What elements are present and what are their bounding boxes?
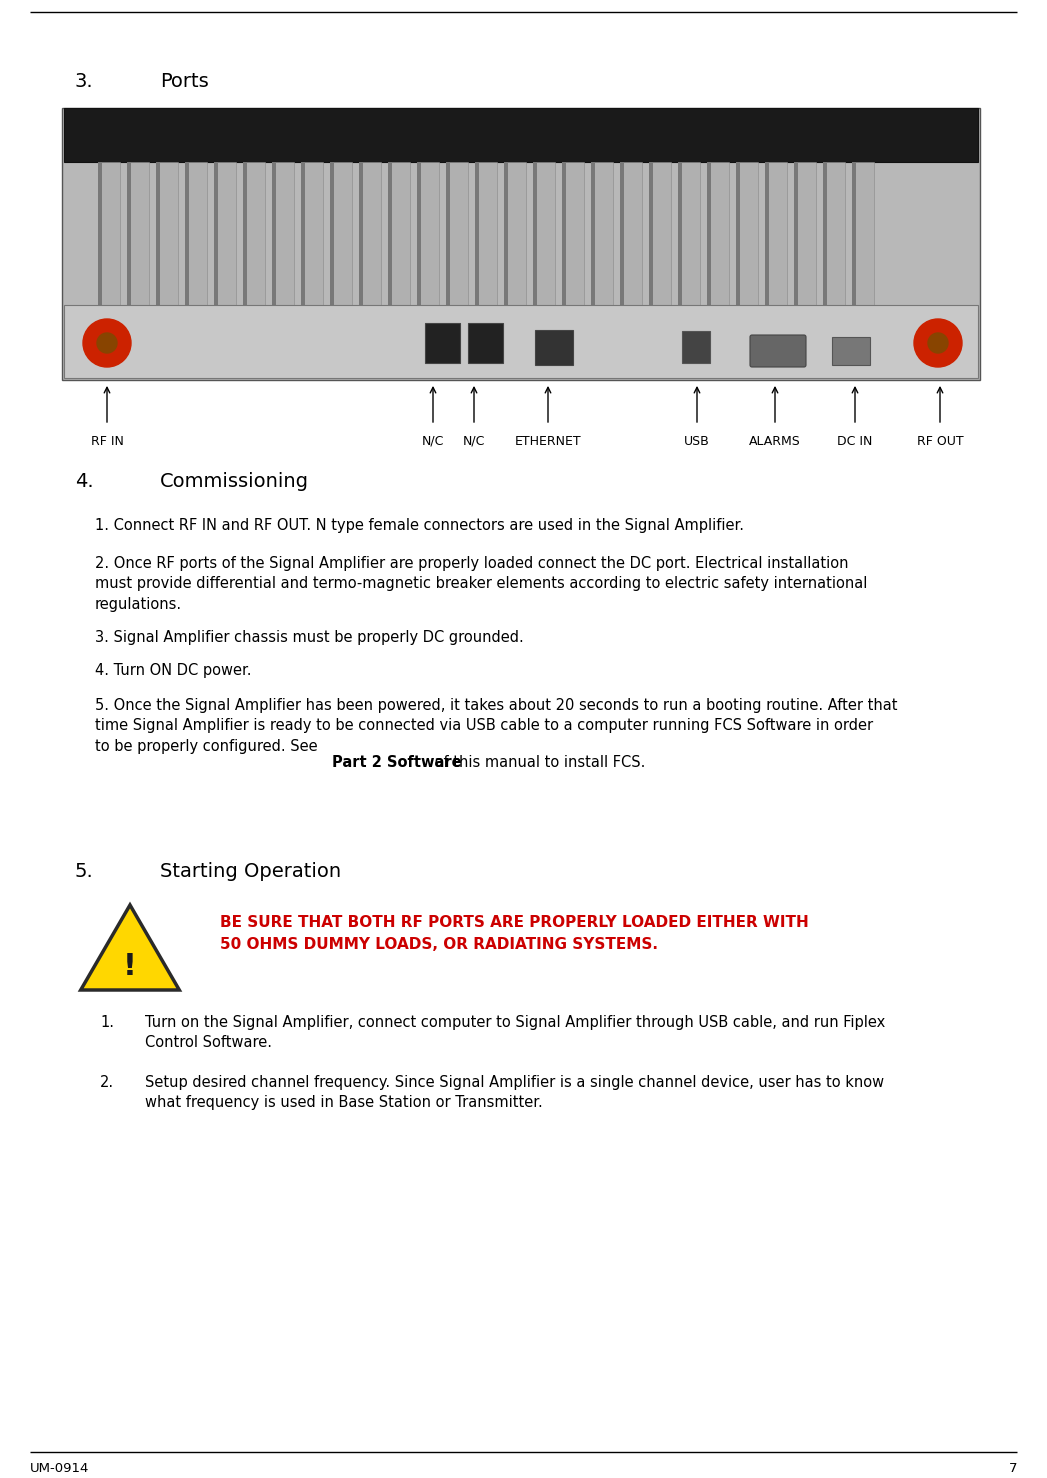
Bar	[707, 163, 729, 304]
Text: 2. Once RF ports of the Signal Amplifier are properly loaded connect the DC port: 2. Once RF ports of the Signal Amplifier…	[95, 556, 867, 612]
Bar	[156, 163, 178, 304]
Bar	[562, 163, 584, 304]
Text: DC IN: DC IN	[838, 435, 873, 448]
Text: !: !	[124, 952, 137, 981]
Bar	[475, 163, 478, 304]
Bar	[649, 163, 671, 304]
Bar	[272, 163, 294, 304]
Bar	[243, 163, 265, 304]
Bar	[156, 163, 160, 304]
Text: 3.: 3.	[75, 72, 93, 92]
Circle shape	[97, 333, 117, 353]
Bar	[300, 163, 305, 304]
Bar	[214, 163, 218, 304]
Bar	[678, 163, 682, 304]
Bar	[533, 163, 555, 304]
Bar	[591, 163, 612, 304]
Bar	[823, 163, 827, 304]
Bar	[504, 163, 508, 304]
Text: Turn on the Signal Amplifier, connect computer to Signal Amplifier through USB c: Turn on the Signal Amplifier, connect co…	[144, 1015, 886, 1051]
Bar	[417, 163, 421, 304]
Text: 7: 7	[1008, 1462, 1017, 1475]
Bar	[127, 163, 131, 304]
Bar	[185, 163, 207, 304]
Bar	[64, 108, 978, 163]
Bar	[468, 324, 503, 364]
Bar	[620, 163, 642, 304]
Bar	[678, 163, 700, 304]
Text: RF OUT: RF OUT	[917, 435, 963, 448]
Bar	[388, 163, 410, 304]
Text: Ports: Ports	[160, 72, 208, 92]
Text: 4. Turn ON DC power.: 4. Turn ON DC power.	[95, 664, 251, 678]
Bar	[475, 163, 497, 304]
Bar	[359, 163, 363, 304]
Text: Part 2 Software: Part 2 Software	[332, 755, 462, 770]
Bar	[682, 331, 710, 364]
Text: Commissioning: Commissioning	[160, 471, 309, 491]
Bar	[707, 163, 711, 304]
Bar	[64, 304, 978, 378]
Bar	[446, 163, 450, 304]
Text: ALARMS: ALARMS	[749, 435, 801, 448]
Bar	[446, 163, 468, 304]
Circle shape	[914, 319, 962, 367]
Text: ETHERNET: ETHERNET	[515, 435, 581, 448]
Bar	[388, 163, 392, 304]
FancyBboxPatch shape	[750, 336, 806, 367]
Text: 4.: 4.	[75, 471, 93, 491]
Bar	[736, 163, 758, 304]
Text: 50 OHMS DUMMY LOADS, OR RADIATING SYSTEMS.: 50 OHMS DUMMY LOADS, OR RADIATING SYSTEM…	[220, 937, 658, 952]
Bar	[649, 163, 653, 304]
Bar	[330, 163, 334, 304]
Text: UM-0914: UM-0914	[30, 1462, 89, 1475]
Text: Starting Operation: Starting Operation	[160, 862, 341, 881]
Bar	[591, 163, 595, 304]
Text: USB: USB	[684, 435, 710, 448]
Text: 1. Connect RF IN and RF OUT. N type female connectors are used in the Signal Amp: 1. Connect RF IN and RF OUT. N type fema…	[95, 517, 744, 534]
Text: N/C: N/C	[422, 435, 444, 448]
Text: 5.: 5.	[75, 862, 94, 881]
Bar	[736, 163, 740, 304]
Bar	[794, 163, 798, 304]
Circle shape	[928, 333, 948, 353]
Text: Setup desired channel frequency. Since Signal Amplifier is a single channel devi: Setup desired channel frequency. Since S…	[144, 1075, 884, 1110]
Bar	[214, 163, 236, 304]
Bar	[852, 163, 856, 304]
Text: BE SURE THAT BOTH RF PORTS ARE PROPERLY LOADED EITHER WITH: BE SURE THAT BOTH RF PORTS ARE PROPERLY …	[220, 915, 808, 930]
Bar	[562, 163, 566, 304]
Bar	[765, 163, 787, 304]
Bar	[533, 163, 537, 304]
Bar	[98, 163, 102, 304]
Bar	[272, 163, 276, 304]
Bar	[330, 163, 352, 304]
Bar	[823, 163, 845, 304]
Text: 3. Signal Amplifier chassis must be properly DC grounded.: 3. Signal Amplifier chassis must be prop…	[95, 630, 524, 644]
Bar	[127, 163, 149, 304]
Bar	[765, 163, 768, 304]
Bar	[620, 163, 624, 304]
Text: 1.: 1.	[101, 1015, 114, 1030]
Bar	[300, 163, 324, 304]
Bar	[504, 163, 526, 304]
Bar	[832, 337, 870, 365]
Text: 2.: 2.	[101, 1075, 114, 1089]
Circle shape	[83, 319, 131, 367]
Bar	[535, 330, 573, 365]
Bar	[185, 163, 190, 304]
Text: RF IN: RF IN	[90, 435, 124, 448]
Bar	[359, 163, 381, 304]
Text: of this manual to install FCS.: of this manual to install FCS.	[430, 755, 645, 770]
Polygon shape	[81, 905, 179, 990]
Bar	[98, 163, 120, 304]
Text: 5. Once the Signal Amplifier has been powered, it takes about 20 seconds to run : 5. Once the Signal Amplifier has been po…	[95, 698, 897, 754]
Bar	[425, 324, 460, 364]
Bar	[62, 108, 980, 380]
Bar	[852, 163, 874, 304]
Bar	[794, 163, 816, 304]
Bar	[417, 163, 439, 304]
Text: N/C: N/C	[463, 435, 485, 448]
Bar	[243, 163, 247, 304]
